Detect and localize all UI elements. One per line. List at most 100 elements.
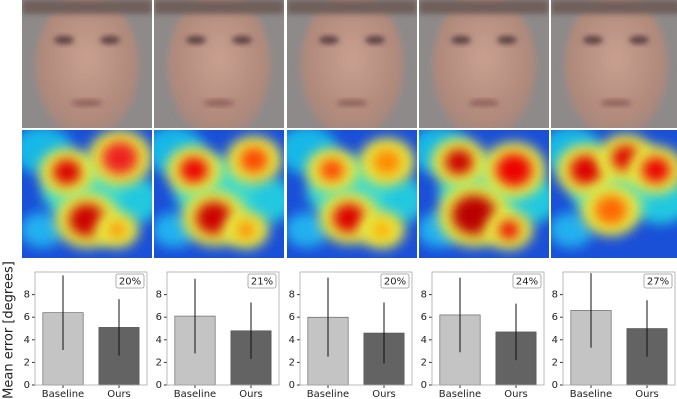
heat-blob <box>53 159 81 185</box>
heat-blob <box>445 149 473 175</box>
y-tick-label: 6 <box>421 312 427 323</box>
y-tick-label: 8 <box>289 290 295 301</box>
heat-blob <box>22 212 64 248</box>
face-image <box>419 0 549 128</box>
hair <box>154 0 284 14</box>
axes-frame <box>166 271 280 386</box>
eye <box>54 36 74 44</box>
y-tick-label: 0 <box>24 380 30 391</box>
mouth <box>468 100 500 106</box>
heat-blob <box>570 155 602 185</box>
y-tick-label: 4 <box>156 335 162 346</box>
y-tick-label: 6 <box>552 312 558 323</box>
y-tick-label: 4 <box>289 335 295 346</box>
heat-blob <box>499 221 519 239</box>
heatmap-image <box>154 130 284 258</box>
y-tick-label: 0 <box>552 380 558 391</box>
annotation: 24% <box>516 277 538 288</box>
y-tick-label: 8 <box>552 290 558 301</box>
x-tick-label: Baseline <box>174 389 216 399</box>
mouth <box>600 100 632 106</box>
y-axis-label: Mean error [degrees] <box>2 261 17 399</box>
x-tick-label: Ours <box>107 389 131 399</box>
y-tick-label: 8 <box>421 290 427 301</box>
y-tick-label: 0 <box>289 380 295 391</box>
heat-blob <box>496 153 532 187</box>
face-image <box>154 0 284 128</box>
heatmap-image <box>419 130 549 258</box>
axes-frame <box>299 271 413 386</box>
y-tick-label: 2 <box>156 357 162 368</box>
heatmap-image <box>551 130 677 258</box>
eye <box>186 36 206 44</box>
heat-blob <box>196 201 232 235</box>
face-skin <box>564 0 668 128</box>
heat-blob <box>642 157 670 183</box>
y-tick-label: 0 <box>156 380 162 391</box>
annotation: 21% <box>251 277 273 288</box>
annotation-box <box>247 273 277 289</box>
eye <box>497 36 517 44</box>
heatmap-image <box>287 130 417 258</box>
heat-blob <box>287 212 329 248</box>
annotation-box <box>115 273 145 289</box>
hair <box>287 0 417 14</box>
heat-blob <box>333 203 365 233</box>
y-tick-label: 2 <box>421 357 427 368</box>
heat-blob <box>320 159 344 181</box>
x-tick-label: Baseline <box>439 389 481 399</box>
y-tick-label: 4 <box>421 335 427 346</box>
y-tick-label: 2 <box>24 357 30 368</box>
hair <box>22 0 152 14</box>
heat-blob <box>237 221 255 239</box>
axes-frame <box>562 271 676 386</box>
y-tick-label: 6 <box>156 312 162 323</box>
x-tick-label: Baseline <box>570 389 612 399</box>
x-tick-label: Ours <box>239 389 263 399</box>
eye <box>629 36 649 44</box>
y-tick-label: 4 <box>24 335 30 346</box>
annotation: 20% <box>119 277 141 288</box>
hair <box>551 0 677 14</box>
heat-blob <box>373 221 391 239</box>
y-tick-label: 6 <box>24 312 30 323</box>
heat-blob <box>180 157 208 183</box>
y-tick-label: 6 <box>289 312 295 323</box>
face-skin <box>432 0 536 128</box>
heat-blob <box>373 149 401 175</box>
mouth <box>71 100 103 106</box>
face-image <box>287 0 417 128</box>
annotation: 27% <box>647 277 669 288</box>
face-skin <box>35 0 139 128</box>
heat-blob <box>595 195 627 225</box>
annotation-box <box>512 273 542 289</box>
annotation: 20% <box>384 277 406 288</box>
y-tick-label: 8 <box>156 290 162 301</box>
eye <box>319 36 339 44</box>
heat-blob <box>452 195 496 235</box>
heat-blob <box>240 147 268 173</box>
y-tick-label: 8 <box>24 290 30 301</box>
heat-blob <box>551 212 593 248</box>
axes-frame <box>34 271 148 386</box>
x-tick-label: Ours <box>372 389 396 399</box>
heat-blob <box>102 141 138 175</box>
face-skin <box>300 0 404 128</box>
x-tick-label: Baseline <box>307 389 349 399</box>
eye <box>451 36 471 44</box>
mouth <box>203 100 235 106</box>
x-tick-label: Ours <box>504 389 528 399</box>
eye <box>365 36 385 44</box>
x-tick-label: Baseline <box>42 389 84 399</box>
heatmap-image <box>22 130 152 258</box>
eye <box>583 36 603 44</box>
face-skin <box>167 0 271 128</box>
panels: 0 2 4 6 8 Baseline Ours 20% 0 2 4 6 8 Baseline Ours 21%… <box>22 0 677 399</box>
eye <box>100 36 120 44</box>
face-image <box>22 0 152 128</box>
face-image <box>551 0 677 128</box>
heat-blob <box>109 222 125 238</box>
mouth <box>336 100 368 106</box>
axes-frame <box>431 271 545 386</box>
